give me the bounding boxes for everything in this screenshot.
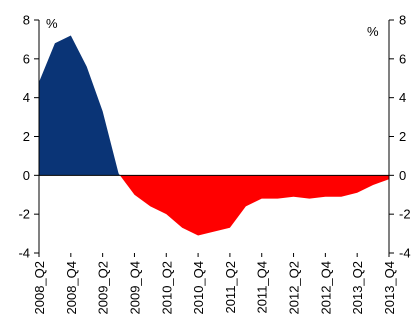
left-y-tick-label: -4 bbox=[18, 246, 30, 261]
x-tick-label: 2010_Q2 bbox=[159, 261, 174, 315]
x-tick-label: 2011_Q4 bbox=[255, 261, 270, 314]
x-tick-label: 2008_Q2 bbox=[32, 261, 47, 315]
left-y-tick-label: 0 bbox=[23, 168, 30, 183]
right-y-tick-label: 2 bbox=[399, 129, 406, 144]
left-y-tick-label: 6 bbox=[23, 51, 30, 66]
right-y-tick-label: 6 bbox=[399, 51, 406, 66]
right-y-tick-label: -2 bbox=[399, 207, 411, 222]
x-tick-label: 2009_Q4 bbox=[127, 261, 142, 315]
x-tick-label: 2013_Q2 bbox=[350, 261, 365, 315]
negative-area bbox=[39, 175, 389, 236]
axes: -4 -4 -2 -2 0 0 2 2 4 4 6 6 8 8 2008_Q2 2008_Q4 2009_Q2 2… bbox=[18, 13, 410, 315]
left-y-tick-label: -2 bbox=[18, 207, 30, 222]
x-tick-label: 2008_Q4 bbox=[64, 261, 79, 315]
left-y-tick-label: 8 bbox=[23, 13, 30, 28]
x-tick-label: 2011_Q2 bbox=[223, 261, 238, 314]
x-tick-label: 2013_Q4 bbox=[382, 261, 397, 315]
right-y-tick-label: 8 bbox=[399, 13, 406, 28]
right-y-tick-label: 0 bbox=[399, 168, 406, 183]
right-unit-label: % bbox=[367, 24, 379, 39]
left-unit-label: % bbox=[46, 16, 58, 31]
x-tick-label: 2012_Q4 bbox=[318, 261, 333, 315]
area-series bbox=[39, 35, 389, 236]
positive-area bbox=[39, 35, 389, 176]
right-y-tick-label: 4 bbox=[399, 90, 406, 105]
x-tick-label: 2012_Q2 bbox=[287, 261, 302, 315]
left-y-tick-label: 2 bbox=[23, 129, 30, 144]
right-y-tick-label: -4 bbox=[399, 246, 411, 261]
x-tick-label: 2010_Q4 bbox=[191, 261, 206, 315]
left-y-tick-label: 4 bbox=[23, 90, 30, 105]
x-tick-label: 2009_Q2 bbox=[96, 261, 111, 315]
